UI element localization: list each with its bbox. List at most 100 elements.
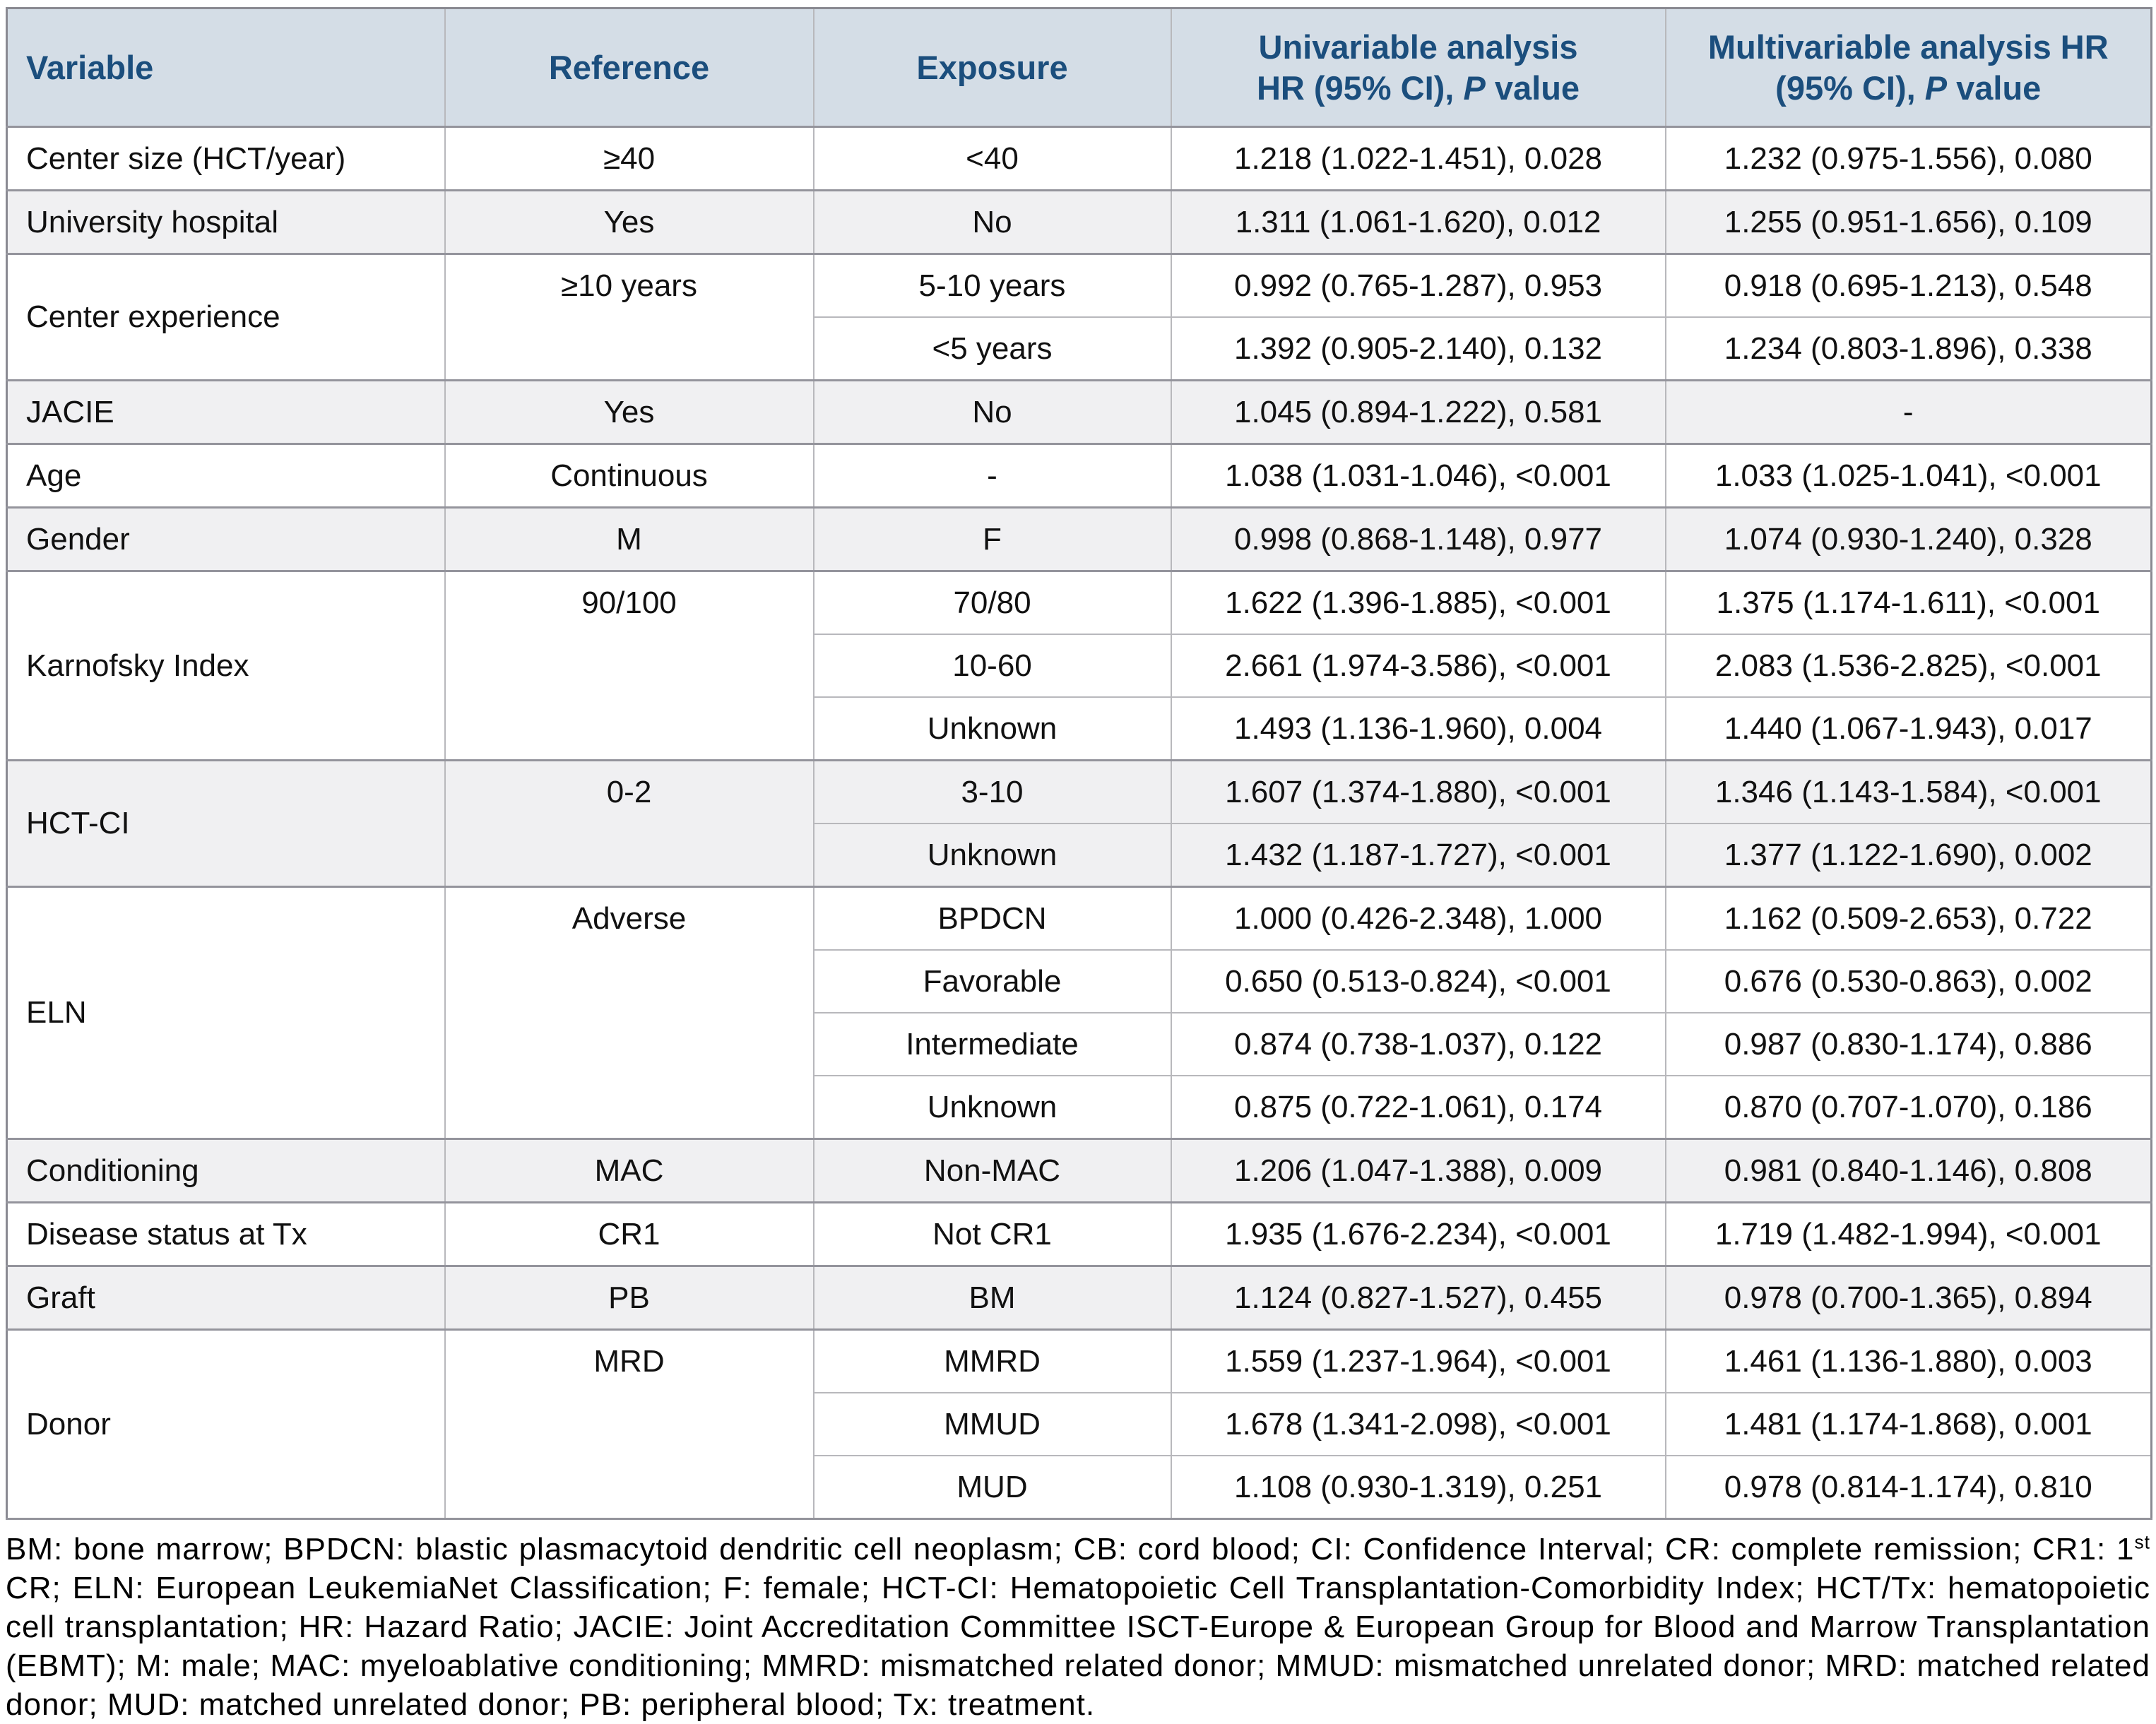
- table-row: MMUD 1.678 (1.341-2.098), <0.001 1.481 (…: [7, 1393, 2152, 1456]
- univariable-cell: 1.622 (1.396-1.885), <0.001: [1171, 571, 1666, 635]
- multivariable-cell: 2.083 (1.536-2.825), <0.001: [1665, 634, 2152, 698]
- table-row: Unknown 1.493 (1.136-1.960), 0.004 1.440…: [7, 697, 2152, 761]
- multivariable-cell: 1.232 (0.975-1.556), 0.080: [1665, 126, 2152, 191]
- table-row: Conditioning MAC Non-MAC 1.206 (1.047-1.…: [6, 1139, 2152, 1203]
- exposure-cell: BPDCN: [813, 886, 1172, 951]
- hazard-ratio-table: Variable Reference Exposure Univariable …: [6, 7, 2152, 1520]
- multivariable-cell: 1.377 (1.122-1.690), 0.002: [1665, 824, 2152, 888]
- multivariable-cell: 0.981 (0.840-1.146), 0.808: [1665, 1139, 2152, 1203]
- variable-cell: HCT-CI: [6, 760, 446, 888]
- exposure-cell: No: [813, 380, 1172, 445]
- variable-cell: Donor: [6, 1329, 446, 1520]
- variable-cell: Center experience: [6, 254, 446, 381]
- exposure-cell: Unknown: [813, 824, 1172, 888]
- univariable-cell: 0.874 (0.738-1.037), 0.122: [1171, 1013, 1666, 1076]
- variable-cell: Gender: [6, 507, 446, 572]
- exposure-cell: <40: [813, 126, 1172, 191]
- multivariable-header-line1: Multivariable analysis HR: [1707, 28, 2109, 66]
- variable-cell: Age: [6, 444, 446, 509]
- table-row: Intermediate 0.874 (0.738-1.037), 0.122 …: [7, 1013, 2152, 1076]
- col-header-multivariable: Multivariable analysis HR (95% CI), P va…: [1665, 8, 2152, 128]
- univariable-cell: 1.432 (1.187-1.727), <0.001: [1171, 824, 1666, 888]
- reference-cell: MAC: [444, 1139, 815, 1203]
- table-row: Gender M F 0.998 (0.868-1.148), 0.977 1.…: [6, 507, 2152, 572]
- exposure-cell: MMRD: [813, 1329, 1172, 1393]
- col-header-univariable: Univariable analysis HR (95% CI), P valu…: [1171, 8, 1666, 128]
- reference-cell: Yes: [444, 190, 815, 255]
- multivariable-cell: 1.255 (0.951-1.656), 0.109: [1665, 190, 2152, 255]
- exposure-cell: F: [813, 507, 1172, 572]
- univariable-header-line1: Univariable analysis: [1258, 28, 1578, 66]
- col-header-variable: Variable: [6, 8, 446, 128]
- multivariable-cell: 1.461 (1.136-1.880), 0.003: [1665, 1329, 2152, 1393]
- exposure-cell: 70/80: [813, 571, 1172, 635]
- table-row: <5 years 1.392 (0.905-2.140), 0.132 1.23…: [7, 317, 2152, 381]
- multivariable-cell: 0.987 (0.830-1.174), 0.886: [1665, 1013, 2152, 1076]
- table-row: Graft PB BM 1.124 (0.827-1.527), 0.455 0…: [6, 1266, 2152, 1331]
- table-row: HCT-CI 0-2 3-10 1.607 (1.374-1.880), <0.…: [6, 760, 2152, 888]
- reference-cell: PB: [444, 1266, 815, 1331]
- exposure-cell: Favorable: [813, 950, 1172, 1013]
- table-row: Center size (HCT/year) ≥40 <40 1.218 (1.…: [6, 126, 2152, 191]
- table-row: ELN Adverse BPDCN 1.000 (0.426-2.348), 1…: [6, 886, 2152, 1140]
- univariable-cell: 1.045 (0.894-1.222), 0.581: [1171, 380, 1666, 445]
- table-row: University hospital Yes No 1.311 (1.061-…: [6, 190, 2152, 255]
- univariable-header-line2: HR (95% CI), P value: [1256, 69, 1580, 107]
- multivariable-cell: 1.481 (1.174-1.868), 0.001: [1665, 1393, 2152, 1456]
- reference-cell: Yes: [444, 380, 815, 445]
- reference-cell: CR1: [444, 1202, 815, 1267]
- univariable-cell: 2.661 (1.974-3.586), <0.001: [1171, 634, 1666, 698]
- table-row: Unknown 1.432 (1.187-1.727), <0.001 1.37…: [7, 824, 2152, 888]
- table-row: Unknown 0.875 (0.722-1.061), 0.174 0.870…: [7, 1076, 2152, 1140]
- hazard-ratio-table-wrap: Variable Reference Exposure Univariable …: [6, 7, 2152, 1520]
- exposure-cell: MUD: [813, 1456, 1172, 1520]
- univariable-cell: 1.206 (1.047-1.388), 0.009: [1171, 1139, 1666, 1203]
- multivariable-cell: 0.978 (0.814-1.174), 0.810: [1665, 1456, 2152, 1520]
- variable-cell: JACIE: [6, 380, 446, 445]
- variable-cell: University hospital: [6, 190, 446, 255]
- univariable-cell: 1.392 (0.905-2.140), 0.132: [1171, 317, 1666, 381]
- exposure-cell: 10-60: [813, 634, 1172, 698]
- multivariable-cell: 1.440 (1.067-1.943), 0.017: [1665, 697, 2152, 761]
- univariable-cell: 0.998 (0.868-1.148), 0.977: [1171, 507, 1666, 572]
- multivariable-cell: 1.346 (1.143-1.584), <0.001: [1665, 760, 2152, 824]
- variable-cell: ELN: [6, 886, 446, 1140]
- exposure-cell: BM: [813, 1266, 1172, 1331]
- footnote-text-pre: BM: bone marrow; BPDCN: blastic plasmacy…: [6, 1532, 2135, 1567]
- univariable-cell: 1.000 (0.426-2.348), 1.000: [1171, 886, 1666, 951]
- reference-cell: 0-2: [444, 760, 815, 888]
- univariable-cell: 1.218 (1.022-1.451), 0.028: [1171, 126, 1666, 191]
- reference-cell: M: [444, 507, 815, 572]
- exposure-cell: 3-10: [813, 760, 1172, 824]
- univariable-cell: 1.607 (1.374-1.880), <0.001: [1171, 760, 1666, 824]
- footnote-superscript: st: [2134, 1531, 2150, 1553]
- univariable-cell: 1.038 (1.031-1.046), <0.001: [1171, 444, 1666, 509]
- exposure-cell: No: [813, 190, 1172, 255]
- multivariable-cell: 1.375 (1.174-1.611), <0.001: [1665, 571, 2152, 635]
- variable-cell: Graft: [6, 1266, 446, 1331]
- table-row: Karnofsky Index 90/100 70/80 1.622 (1.39…: [6, 571, 2152, 761]
- multivariable-cell: 0.676 (0.530-0.863), 0.002: [1665, 950, 2152, 1013]
- exposure-cell: MMUD: [813, 1393, 1172, 1456]
- variable-cell: Disease status at Tx: [6, 1202, 446, 1267]
- multivariable-cell: 1.234 (0.803-1.896), 0.338: [1665, 317, 2152, 381]
- exposure-cell: Not CR1: [813, 1202, 1172, 1267]
- table-row: Favorable 0.650 (0.513-0.824), <0.001 0.…: [7, 950, 2152, 1013]
- multivariable-cell: 0.870 (0.707-1.070), 0.186: [1665, 1076, 2152, 1140]
- table-row: JACIE Yes No 1.045 (0.894-1.222), 0.581 …: [6, 380, 2152, 445]
- exposure-cell: Intermediate: [813, 1013, 1172, 1076]
- variable-cell: Center size (HCT/year): [6, 126, 446, 191]
- col-header-reference: Reference: [444, 8, 815, 128]
- reference-cell: Continuous: [444, 444, 815, 509]
- exposure-cell: <5 years: [813, 317, 1172, 381]
- table-row: MUD 1.108 (0.930-1.319), 0.251 0.978 (0.…: [7, 1456, 2152, 1520]
- reference-cell: ≥40: [444, 126, 815, 191]
- univariable-cell: 1.935 (1.676-2.234), <0.001: [1171, 1202, 1666, 1267]
- univariable-cell: 0.992 (0.765-1.287), 0.953: [1171, 254, 1666, 318]
- reference-cell: ≥10 years: [444, 254, 815, 381]
- exposure-cell: Unknown: [813, 1076, 1172, 1140]
- table-row: Center experience ≥10 years 5-10 years 0…: [6, 254, 2152, 381]
- table-row: Donor MRD MMRD 1.559 (1.237-1.964), <0.0…: [6, 1329, 2152, 1520]
- multivariable-cell: 0.918 (0.695-1.213), 0.548: [1665, 254, 2152, 318]
- header-row: Variable Reference Exposure Univariable …: [6, 8, 2152, 128]
